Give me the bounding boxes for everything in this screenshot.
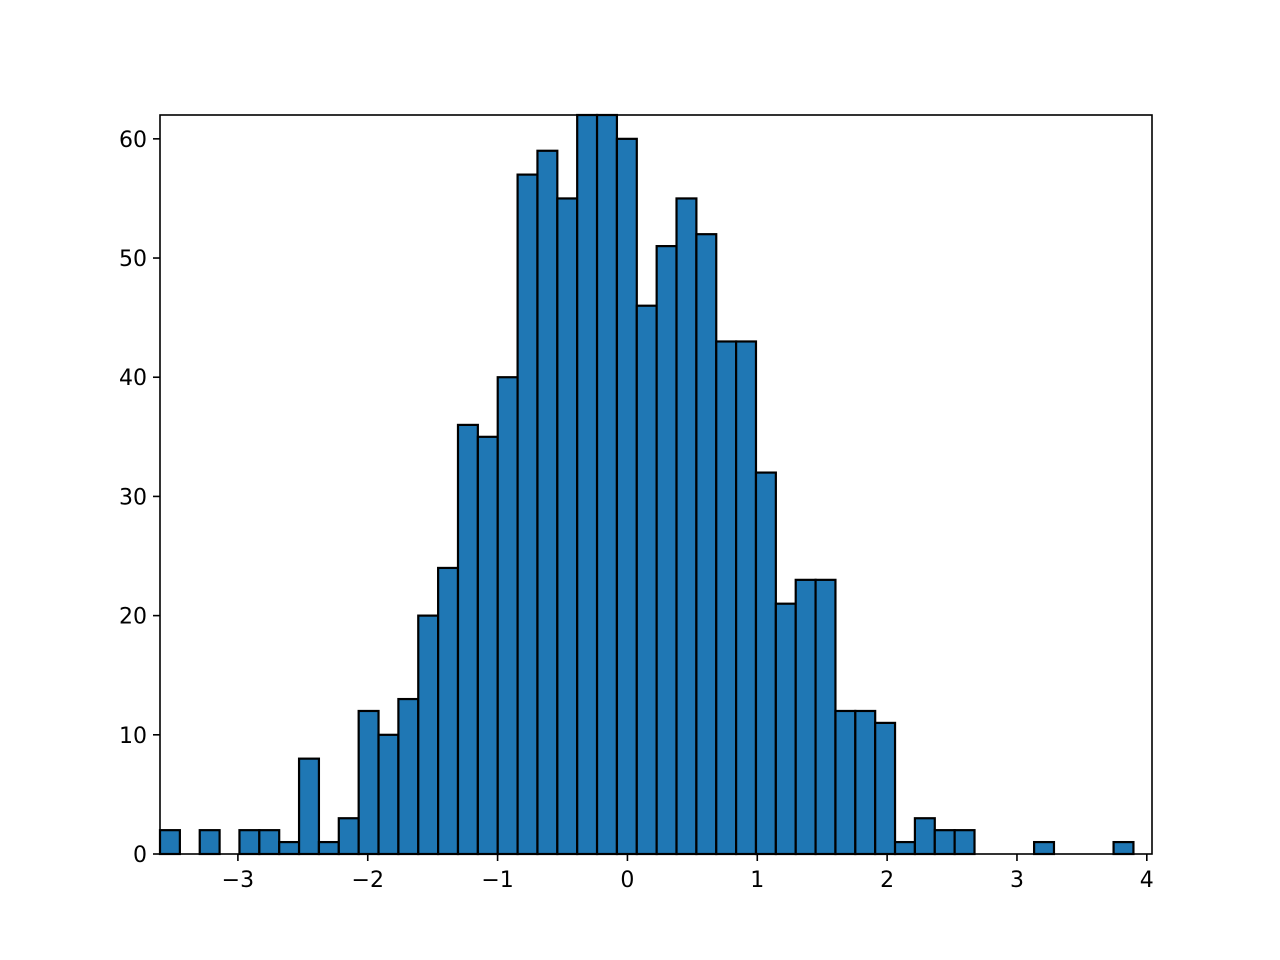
- histogram-bar: [913, 817, 936, 856]
- histogram-bar: [834, 709, 857, 856]
- y-axis: 0 10 20 30 40 50 60: [119, 128, 160, 868]
- histogram-bar: [1112, 840, 1135, 856]
- x-tick-label: −1: [481, 868, 513, 893]
- x-tick-label: 1: [750, 868, 764, 893]
- histogram-bar: [417, 614, 440, 856]
- histogram-bar: [198, 829, 221, 856]
- x-axis: −3 −2 −1 0 1 2 3 4: [222, 854, 1154, 893]
- histogram-bar: [735, 340, 758, 856]
- x-tick-label: 2: [880, 868, 894, 893]
- y-tick-label: 60: [119, 128, 147, 153]
- histogram-bar: [754, 471, 777, 856]
- histogram-bar: [536, 149, 559, 856]
- histogram-bar: [655, 245, 678, 856]
- histogram-bar: [158, 829, 181, 856]
- y-tick-label: 40: [119, 366, 147, 391]
- y-tick-label: 20: [119, 605, 147, 630]
- histogram-bar: [377, 733, 400, 856]
- histogram-bar: [556, 197, 579, 856]
- histogram-bar: [576, 113, 599, 856]
- histogram-bar: [715, 340, 738, 856]
- histogram-bar: [933, 829, 956, 856]
- histogram-bar: [238, 829, 261, 856]
- histogram-bar: [496, 376, 519, 856]
- histogram-bar: [278, 840, 301, 856]
- histogram-bars: [158, 113, 1135, 856]
- histogram-bar: [437, 566, 460, 856]
- histogram-bar: [675, 197, 698, 856]
- histogram-bar: [953, 829, 976, 856]
- x-tick-label: −2: [352, 868, 384, 893]
- histogram-bar: [258, 829, 281, 856]
- histogram-bar: [695, 233, 718, 856]
- x-tick-label: 0: [620, 868, 634, 893]
- x-tick-label: 3: [1010, 868, 1024, 893]
- x-tick-label: −3: [222, 868, 254, 893]
- y-tick-label: 0: [133, 843, 147, 868]
- histogram-bar: [476, 435, 499, 856]
- histogram-bar: [357, 709, 380, 856]
- x-tick-label: 4: [1140, 868, 1154, 893]
- histogram-bar: [854, 709, 877, 856]
- histogram-bar: [516, 173, 539, 856]
- histogram-bar: [814, 578, 837, 856]
- y-tick-label: 10: [119, 724, 147, 749]
- histogram-bar: [615, 137, 638, 856]
- y-tick-label: 50: [119, 247, 147, 272]
- histogram-bar: [794, 578, 817, 856]
- histogram-bar: [1032, 840, 1056, 856]
- histogram-bar: [317, 840, 340, 856]
- histogram-bar: [635, 304, 658, 856]
- y-tick-label: 30: [119, 485, 147, 510]
- histogram-bar: [456, 423, 479, 856]
- histogram-bar: [595, 113, 619, 856]
- histogram-bar: [297, 757, 321, 856]
- histogram-bar: [893, 840, 917, 856]
- histogram-bar: [774, 602, 797, 856]
- histogram-bar: [337, 817, 360, 856]
- histogram-bar: [397, 697, 420, 856]
- axes-frame: [159, 114, 1153, 855]
- histogram-bar: [874, 721, 897, 856]
